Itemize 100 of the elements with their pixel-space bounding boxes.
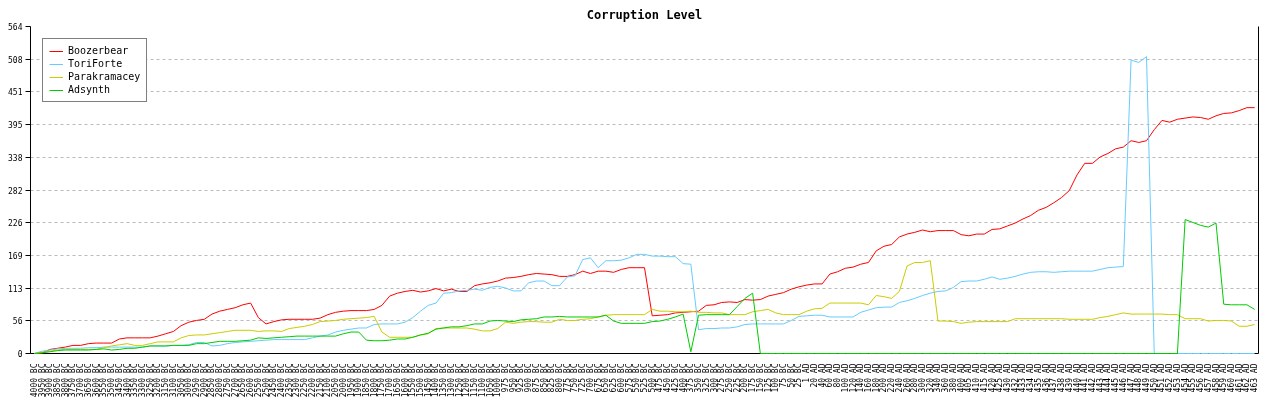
x-tick-label: 3350 BC xyxy=(130,363,140,398)
x-tick-label: 410 AD xyxy=(972,363,982,393)
x-tick-label: 2750 BC xyxy=(222,363,232,398)
x-tick-label: 175 BC xyxy=(748,363,758,393)
y-tick-label: 451 xyxy=(8,88,23,98)
x-tick-label: 441 AD xyxy=(1080,363,1090,393)
x-tick-label: 453 AD xyxy=(1172,363,1182,393)
x-tick-label: 425 BC xyxy=(670,363,680,393)
x-tick-label: 260 AD xyxy=(902,363,912,393)
x-tick-label: 280 AD xyxy=(910,363,920,393)
x-tick-label: 2050 BC xyxy=(331,363,341,398)
y-tick-label: 226 xyxy=(8,219,23,229)
x-tick-label: 625 BC xyxy=(609,363,619,393)
x-tick-label: 150 BC xyxy=(755,363,765,393)
x-tick-label: 1650 BC xyxy=(392,363,402,398)
x-tick-label: 439 AD xyxy=(1064,363,1074,393)
y-tick-label: 508 xyxy=(8,55,23,65)
x-tick-label: 2550 BC xyxy=(253,363,263,398)
x-tick-label: 500 BC xyxy=(647,363,657,393)
x-tick-label: 120 AD xyxy=(848,363,858,393)
x-tick-label: 405 AD xyxy=(964,363,974,393)
x-tick-label: 80 AD xyxy=(833,363,843,388)
x-tick-label: 454 AD xyxy=(1180,363,1190,393)
x-tick-label: 447 AD xyxy=(1126,363,1136,393)
x-tick-label: 50 BC xyxy=(786,363,796,388)
x-tick-label: 25 BC xyxy=(794,363,804,388)
x-tick-label: 225 BC xyxy=(732,363,742,393)
x-tick-label: 3850 BC xyxy=(53,363,63,398)
x-tick-label: 2850 BC xyxy=(207,363,217,398)
x-tick-label: 1550 BC xyxy=(408,363,418,398)
x-tick-label: 2350 BC xyxy=(284,363,294,398)
x-tick-label: 675 BC xyxy=(593,363,603,393)
x-tick-label: 463 AD xyxy=(1250,363,1260,393)
x-tick-label: 2400 BC xyxy=(277,363,287,398)
x-tick-label: 2650 BC xyxy=(238,363,248,398)
x-tick-label: 180 AD xyxy=(871,363,881,393)
x-tick-label: 900 BC xyxy=(524,363,534,393)
x-tick-label: 1000 BC xyxy=(493,363,503,398)
x-tick-label: 434 AD xyxy=(1026,363,1036,393)
x-tick-label: 875 BC xyxy=(531,363,541,393)
x-tick-label: 775 BC xyxy=(562,363,572,393)
x-tick-label: 3200 BC xyxy=(153,363,163,398)
x-tick-label: 3100 BC xyxy=(168,363,178,398)
x-tick-label: 160 AD xyxy=(863,363,873,393)
x-tick-label: 1 AD xyxy=(802,363,812,383)
x-tick-label: 700 BC xyxy=(585,363,595,393)
x-tick-label: 60 AD xyxy=(825,363,835,388)
x-tick-label: 3800 BC xyxy=(60,363,70,398)
x-tick-label: 3600 BC xyxy=(91,363,101,398)
x-tick-label: 446 AD xyxy=(1118,363,1128,393)
x-tick-label: 2450 BC xyxy=(269,363,279,398)
x-tick-label: 40 AD xyxy=(817,363,827,388)
x-tick-label: 3050 BC xyxy=(176,363,186,398)
x-tick-label: 3300 BC xyxy=(137,363,147,398)
x-tick-label: 650 BC xyxy=(601,363,611,393)
x-tick-label: 455 AD xyxy=(1188,363,1198,393)
y-tick-label: 113 xyxy=(8,284,23,294)
x-tick-label: 1900 BC xyxy=(354,363,364,398)
x-tick-label: 2600 BC xyxy=(246,363,256,398)
x-tick-label: 3250 BC xyxy=(145,363,155,398)
x-tick-label: 1750 BC xyxy=(377,363,387,398)
x-tick-label: 3700 BC xyxy=(76,363,86,398)
x-tick-label: 400 BC xyxy=(678,363,688,393)
x-tick-label: 725 BC xyxy=(578,363,588,393)
x-tick-label: 457 AD xyxy=(1203,363,1213,393)
x-tick-label: 1400 BC xyxy=(431,363,441,398)
x-tick-label: 600 BC xyxy=(616,363,626,393)
x-tick-label: 3750 BC xyxy=(68,363,78,398)
x-tick-label: 3500 BC xyxy=(107,363,117,398)
x-tick-label: 380 AD xyxy=(948,363,958,393)
x-tick-label: 2300 BC xyxy=(292,363,302,398)
y-tick-label: 564 xyxy=(8,23,23,32)
x-tick-label: 1450 BC xyxy=(423,363,433,398)
x-tick-label: 3950 BC xyxy=(37,363,47,398)
x-tick-label: 350 BC xyxy=(694,363,704,393)
y-tick-label: 282 xyxy=(8,186,23,196)
x-tick-label: 420 AD xyxy=(987,363,997,393)
x-tick-label: 475 BC xyxy=(655,363,665,393)
x-tick-label: 443 AD xyxy=(1095,363,1105,393)
x-tick-label: 437 AD xyxy=(1049,363,1059,393)
x-tick-label: 435 AD xyxy=(1033,363,1043,393)
x-tick-label: 275 BC xyxy=(717,363,727,393)
x-tick-label: 2250 BC xyxy=(300,363,310,398)
x-tick-label: 1700 BC xyxy=(385,363,395,398)
x-tick-label: 2150 BC xyxy=(315,363,325,398)
x-tick-label: 450 AD xyxy=(1149,363,1159,393)
x-tick-label: 140 AD xyxy=(856,363,866,393)
x-tick-label: 325 BC xyxy=(701,363,711,393)
x-tick-label: 448 AD xyxy=(1134,363,1144,393)
x-tick-label: 200 BC xyxy=(740,363,750,393)
x-tick-label: 425 AD xyxy=(995,363,1005,393)
x-tick-label: 436 AD xyxy=(1041,363,1051,393)
x-tick-label: 458 AD xyxy=(1211,363,1221,393)
x-tick-label: 125 BC xyxy=(763,363,773,393)
x-tick-label: 240 AD xyxy=(894,363,904,393)
x-tick-label: 3450 BC xyxy=(114,363,124,398)
x-tick-label: 451 AD xyxy=(1157,363,1167,393)
x-tick-label: 415 AD xyxy=(979,363,989,393)
x-tick-label: 400 AD xyxy=(956,363,966,393)
x-tick-label: 2000 BC xyxy=(338,363,348,398)
